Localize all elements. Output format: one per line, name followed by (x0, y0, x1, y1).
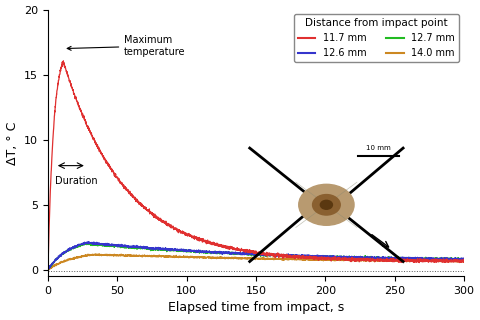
Text: 10 mm: 10 mm (366, 145, 391, 151)
12.6 mm (86, 240, 92, 244)
Text: Duration: Duration (55, 176, 97, 186)
Y-axis label: ΔT, ° C: ΔT, ° C (6, 121, 19, 164)
Line: 12.6 mm: 12.6 mm (48, 242, 464, 270)
11.7 mm (45, 268, 51, 272)
12.6 mm (408, 257, 414, 260)
12.7 mm (118, 245, 123, 249)
Text: Maximum
temperature: Maximum temperature (67, 35, 186, 57)
Circle shape (320, 200, 333, 209)
11.7 mm (453, 259, 459, 263)
12.7 mm (93, 242, 98, 246)
11.7 mm (461, 260, 467, 264)
12.7 mm (45, 269, 51, 273)
Circle shape (312, 195, 340, 215)
Line: 12.7 mm: 12.7 mm (48, 243, 464, 271)
11.7 mm (223, 245, 228, 249)
12.6 mm (205, 250, 211, 254)
Line: 14.0 mm: 14.0 mm (48, 254, 464, 270)
12.6 mm (45, 268, 51, 272)
14.0 mm (223, 256, 228, 260)
12.6 mm (93, 242, 98, 246)
14.0 mm (46, 268, 51, 272)
Circle shape (299, 184, 354, 225)
11.7 mm (408, 258, 414, 261)
X-axis label: Elapsed time from impact, s: Elapsed time from impact, s (168, 301, 344, 315)
12.7 mm (45, 268, 51, 271)
12.7 mm (408, 257, 414, 260)
11.7 mm (205, 238, 211, 242)
12.6 mm (117, 244, 123, 248)
14.0 mm (93, 252, 98, 256)
12.6 mm (453, 257, 459, 260)
14.0 mm (205, 255, 211, 259)
14.0 mm (93, 252, 98, 256)
Line: 11.7 mm: 11.7 mm (48, 61, 464, 270)
12.7 mm (461, 257, 467, 261)
14.0 mm (408, 259, 414, 263)
12.7 mm (223, 251, 228, 255)
11.7 mm (93, 141, 98, 145)
11.7 mm (117, 180, 123, 184)
Legend: 11.7 mm, 12.6 mm, 12.7 mm, 14.0 mm: 11.7 mm, 12.6 mm, 12.7 mm, 14.0 mm (294, 14, 459, 62)
12.7 mm (205, 250, 211, 254)
11.7 mm (60, 59, 66, 63)
12.7 mm (453, 257, 459, 261)
14.0 mm (118, 254, 123, 258)
12.7 mm (84, 241, 90, 245)
12.6 mm (461, 257, 467, 261)
14.0 mm (461, 260, 467, 264)
14.0 mm (453, 259, 459, 263)
12.6 mm (223, 251, 228, 255)
14.0 mm (45, 267, 51, 271)
